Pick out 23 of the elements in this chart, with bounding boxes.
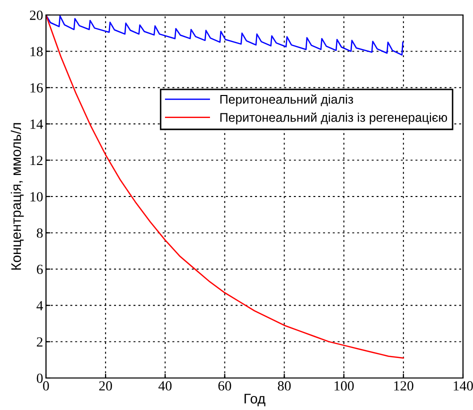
y-tick-label: 12 [30,156,42,166]
y-tick-label: 4 [36,301,44,310]
x-tick-label: 80 [278,381,291,391]
y-tick-label: 18 [30,46,43,56]
line-series [46,15,404,56]
y-tick-label: 14 [30,120,44,129]
y-tick-label: 10 [30,192,43,202]
y-tick-label: 8 [36,228,43,238]
y-axis-title: Концентрація, ммоль/л [10,123,24,270]
y-tick-label: 16 [30,83,43,93]
x-tick-label: 20 [99,381,112,391]
x-tick-label: 40 [158,381,172,391]
y-tick-label: 0 [36,374,43,383]
legend-label: Перитонеальний діаліз [220,94,354,106]
y-tick-label: 6 [36,264,43,274]
legend-label: Перитонеальний діаліз із регенерацією [220,112,448,124]
x-tick-label: 60 [218,381,232,391]
x-tick-label: 120 [394,381,414,391]
x-axis-title: Год [244,394,266,406]
y-tick-label: 20 [30,10,43,20]
x-tick-label: 140 [454,381,473,391]
y-tick-label: 2 [36,337,42,347]
x-tick-label: 100 [334,381,354,391]
